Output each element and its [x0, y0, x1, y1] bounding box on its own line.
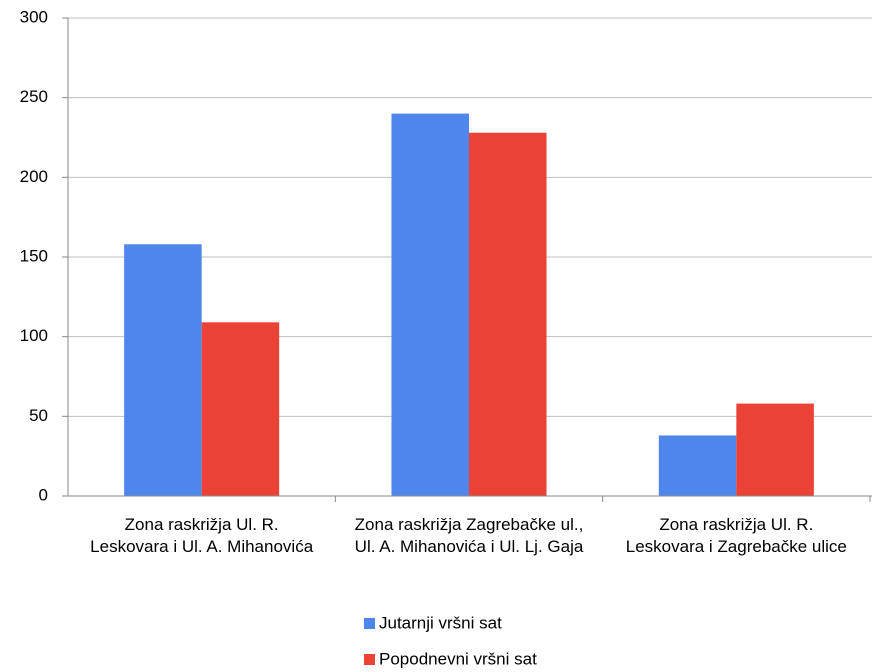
- bar: [124, 244, 202, 496]
- y-tick-label: 300: [20, 7, 48, 26]
- y-tick-label: 150: [20, 246, 48, 265]
- y-tick-label: 200: [20, 167, 48, 186]
- legend-label: Popodnevni vršni sat: [379, 649, 537, 668]
- bar: [658, 435, 737, 496]
- bar: [736, 403, 814, 496]
- legend-swatch: [364, 654, 375, 665]
- bar: [201, 322, 280, 496]
- y-tick-label: 100: [20, 326, 48, 345]
- y-tick-label: 50: [29, 406, 48, 425]
- legend-label: Jutarnji vršni sat: [379, 613, 502, 632]
- x-tick-label: Zona raskrižja Ul. R. Leskovara i Zagreb…: [625, 515, 847, 556]
- bar: [391, 113, 469, 496]
- y-tick-label: 250: [20, 87, 48, 106]
- x-tick-label: Zona raskrižja Zagrebačke ul., Ul. A. Mi…: [354, 515, 584, 556]
- legend-swatch: [364, 618, 375, 629]
- bar: [469, 132, 547, 496]
- x-tick-label: Zona raskrižja Ul. R. Leskovara i Ul. A.…: [90, 515, 314, 556]
- y-tick-label: 0: [39, 485, 48, 504]
